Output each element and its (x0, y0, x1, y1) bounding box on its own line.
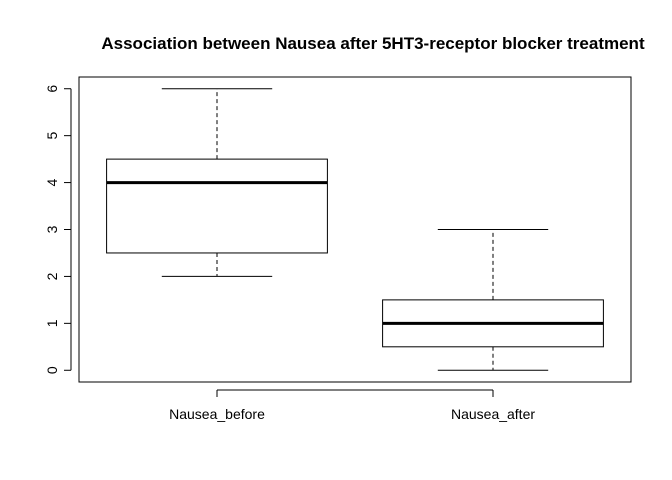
y-tick-label: 3 (44, 225, 60, 233)
chart-title: Association between Nausea after 5HT3-re… (101, 34, 645, 53)
y-tick-label: 1 (44, 319, 60, 327)
y-tick-label: 4 (44, 178, 60, 186)
box-Nausea_after (382, 229, 604, 371)
x-category-label: Nausea_before (169, 406, 265, 422)
x-axis: Nausea_before Nausea_after (169, 389, 535, 422)
y-tick-label: 0 (44, 366, 60, 374)
x-category-label: Nausea_after (451, 406, 535, 422)
y-tick-label: 6 (44, 85, 60, 93)
y-axis: 0 1 2 3 4 5 6 (44, 85, 72, 374)
box-Nausea_before (106, 88, 328, 277)
y-tick-label: 5 (44, 132, 60, 140)
boxes (106, 88, 604, 371)
y-tick-label: 2 (44, 272, 60, 280)
iqr-box (106, 158, 328, 254)
plot-frame (78, 76, 632, 383)
